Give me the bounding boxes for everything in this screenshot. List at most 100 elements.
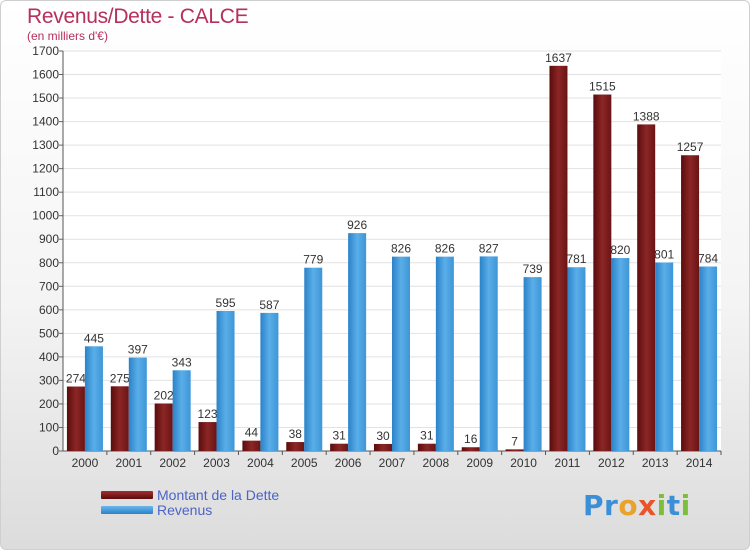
y-tick-label: 100	[39, 420, 59, 434]
data-label-debt: 7	[511, 434, 518, 448]
logo-letter: i	[680, 489, 691, 522]
logo-letter: r	[604, 489, 619, 522]
x-tick-label: 2000	[72, 456, 99, 470]
legend-item-debt: Montant de la Dette	[101, 486, 280, 503]
y-tick-label: 800	[39, 256, 59, 270]
x-tick-label: 2001	[115, 456, 142, 470]
bar-debt	[593, 94, 612, 451]
bar-debt	[681, 155, 700, 451]
data-label-revenue: 820	[610, 243, 630, 257]
x-tick-label: 2011	[555, 456, 581, 470]
data-label-revenue: 595	[216, 296, 236, 310]
data-label-revenue: 343	[172, 355, 192, 369]
bar-revenue	[611, 258, 630, 451]
data-label-revenue: 826	[435, 242, 455, 256]
bar-revenue	[348, 233, 367, 451]
data-label-debt: 31	[332, 429, 346, 443]
y-tick-label: 1100	[33, 185, 59, 199]
logo-letter: x	[638, 489, 657, 522]
data-label-revenue: 784	[698, 252, 718, 266]
data-label-debt: 202	[154, 388, 174, 402]
legend-label-debt: Montant de la Dette	[157, 486, 280, 503]
bar-debt	[110, 386, 129, 451]
y-tick-label: 500	[39, 326, 59, 340]
logo-letter: t	[666, 489, 681, 522]
data-label-debt: 275	[110, 371, 130, 385]
data-label-revenue: 826	[391, 242, 411, 256]
x-tick-label: 2013	[642, 456, 669, 470]
bar-debt	[417, 443, 436, 451]
bar-revenue	[128, 357, 147, 451]
data-label-debt: 16	[464, 432, 478, 446]
bar-debt	[242, 440, 261, 451]
logo-letter: i	[656, 489, 667, 522]
data-label-debt: 44	[245, 426, 259, 440]
bar-debt	[549, 65, 568, 451]
bar-debt	[198, 422, 217, 451]
y-tick-label: 200	[39, 397, 59, 411]
data-label-debt: 30	[376, 429, 390, 443]
y-tick-label: 1000	[32, 209, 59, 223]
y-tick-label: 1300	[32, 138, 59, 152]
bar-debt	[461, 447, 480, 451]
bar-debt	[637, 124, 656, 451]
y-tick-label: 700	[39, 279, 59, 293]
bar-revenue	[304, 267, 323, 451]
y-tick-label: 0	[52, 444, 59, 458]
x-tick-label: 2014	[686, 456, 713, 470]
logo-letter: P	[583, 489, 605, 522]
chart-title: Revenus/Dette - CALCE	[27, 5, 249, 28]
legend-label-revenue: Revenus	[157, 501, 213, 518]
data-label-debt: 274	[66, 372, 86, 386]
y-tick-label: 1700	[32, 44, 59, 58]
x-tick-label: 2009	[466, 456, 493, 470]
x-tick-label: 2010	[510, 456, 537, 470]
proxiti-logo: Proxiti	[583, 489, 691, 522]
bar-revenue	[172, 370, 191, 451]
data-label-debt: 38	[289, 427, 303, 441]
data-label-revenue: 781	[566, 252, 586, 266]
bar-revenue	[479, 256, 498, 451]
bar-debt	[374, 443, 392, 451]
data-label-revenue: 827	[479, 241, 499, 255]
x-tick-label: 2007	[379, 456, 406, 470]
logo-letter: o	[618, 489, 639, 522]
bar-revenue	[435, 256, 454, 451]
data-label-debt: 1637	[545, 51, 572, 65]
data-label-debt: 1515	[589, 80, 616, 94]
y-tick-label: 1600	[32, 68, 59, 82]
bar-revenue	[260, 312, 279, 451]
y-tick-label: 400	[39, 350, 59, 364]
bar-revenue	[84, 346, 103, 451]
data-label-debt: 1257	[677, 140, 704, 154]
data-label-revenue: 926	[347, 218, 367, 232]
data-label-debt: 123	[198, 407, 218, 421]
bar-debt	[154, 403, 173, 451]
x-tick-label: 2002	[159, 456, 186, 470]
data-label-revenue: 587	[259, 298, 279, 312]
data-label-revenue: 779	[303, 253, 323, 267]
bar-revenue	[523, 277, 542, 451]
bar-debt	[286, 442, 305, 451]
bar-revenue	[655, 262, 674, 451]
y-tick-label: 1400	[32, 115, 59, 129]
legend-item-revenue: Revenus	[101, 501, 279, 518]
bar-revenue	[216, 311, 235, 451]
data-label-debt: 31	[420, 429, 434, 443]
bar-revenue	[392, 256, 410, 451]
data-label-revenue: 801	[654, 248, 674, 262]
data-label-revenue: 739	[523, 262, 543, 276]
bar-debt	[505, 449, 524, 451]
y-tick-label: 900	[39, 232, 59, 246]
y-tick-label: 1500	[32, 91, 59, 105]
data-label-revenue: 397	[128, 343, 148, 357]
x-tick-label: 2005	[291, 456, 318, 470]
bar-debt	[330, 443, 349, 451]
data-label-debt: 1388	[633, 109, 660, 123]
x-tick-label: 2003	[203, 456, 230, 470]
x-tick-label: 2006	[335, 456, 362, 470]
legend-swatch-revenue	[101, 505, 153, 514]
y-tick-label: 1200	[32, 162, 59, 176]
